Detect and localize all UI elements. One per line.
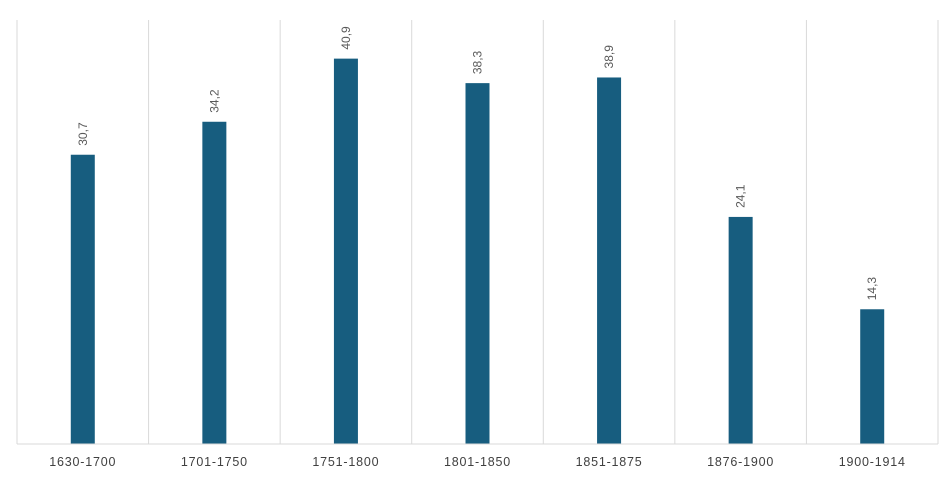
data-label: 30,7 [76,122,90,146]
bar-1876-1900 [728,216,753,444]
x-tick-label: 1876-1900 [707,455,774,469]
data-label: 14,3 [865,277,879,301]
data-label: 38,9 [602,45,616,69]
data-label: 40,9 [339,26,353,50]
x-axis-tick-labels: 1630-1700 1701-1750 1751-1800 1801-1850 1851… [49,455,905,469]
x-tick-label: 1900-1914 [839,455,906,469]
data-labels: 30,7 34,2 40,9 38,3 38,9 24,1 14,3 [76,26,879,300]
data-label: 38,3 [471,50,485,74]
bar-1630-1700 [70,154,95,444]
bar-1701-1750 [202,121,227,444]
category-gridlines [16,20,939,444]
bar-1751-1800 [333,58,358,445]
data-label: 34,2 [207,89,221,113]
x-tick-label: 1701-1750 [181,455,248,469]
data-label: 24,1 [734,184,748,208]
bar-1851-1875 [597,77,622,444]
x-tick-label: 1751-1800 [312,455,379,469]
x-tick-label: 1630-1700 [49,455,116,469]
x-tick-label: 1851-1875 [576,455,643,469]
bars [70,58,885,445]
bar-1801-1850 [465,83,490,444]
x-tick-label: 1801-1850 [444,455,511,469]
bar-1900-1914 [860,309,885,444]
